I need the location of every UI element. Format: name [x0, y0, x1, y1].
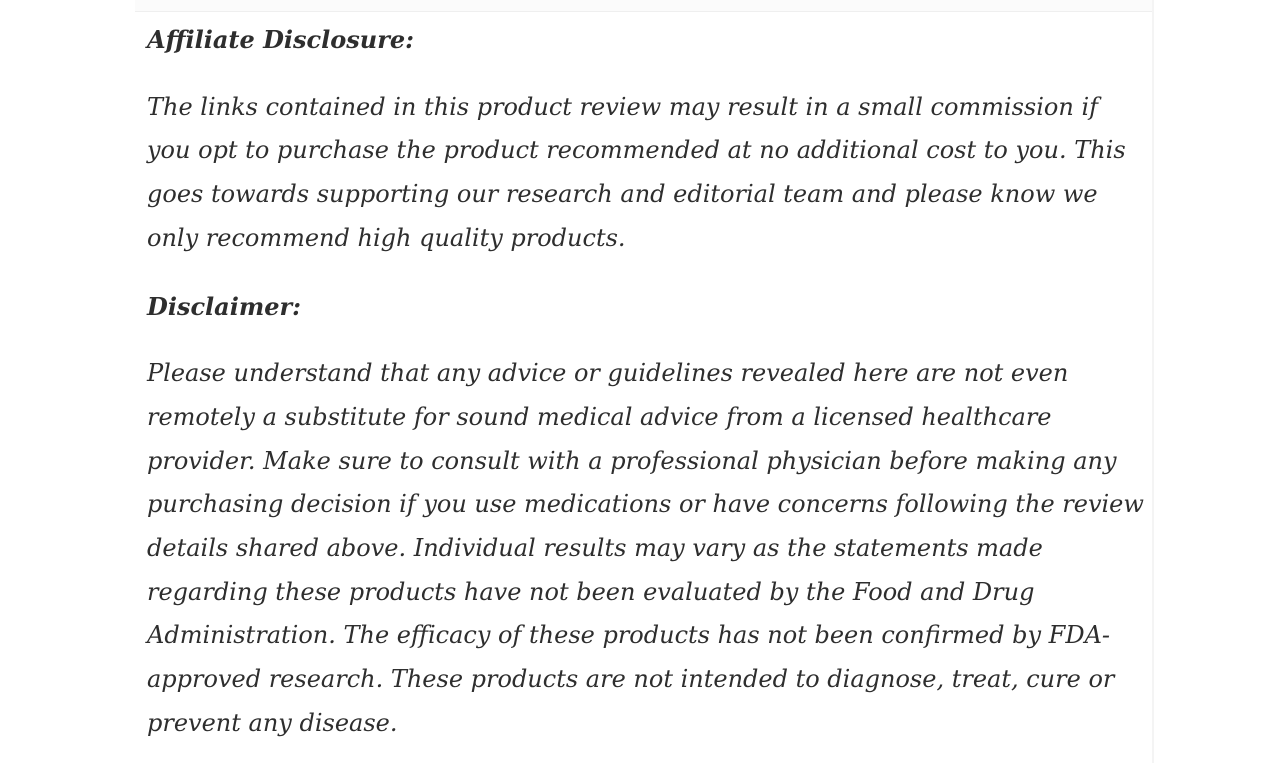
disclaimer-heading: Disclaimer:: [147, 291, 302, 321]
affiliate-disclosure-heading: Affiliate Disclosure:: [147, 25, 414, 54]
article-disclosure-section: Affiliate Disclosure: The links containe…: [147, 18, 1153, 770]
affiliate-disclosure-paragraph: The links contained in this product revi…: [147, 92, 1126, 252]
content-right-divider: [1152, 0, 1154, 763]
top-content-band: [135, 0, 1153, 12]
disclaimer-paragraph: Please understand that any advice or gui…: [147, 359, 1144, 737]
